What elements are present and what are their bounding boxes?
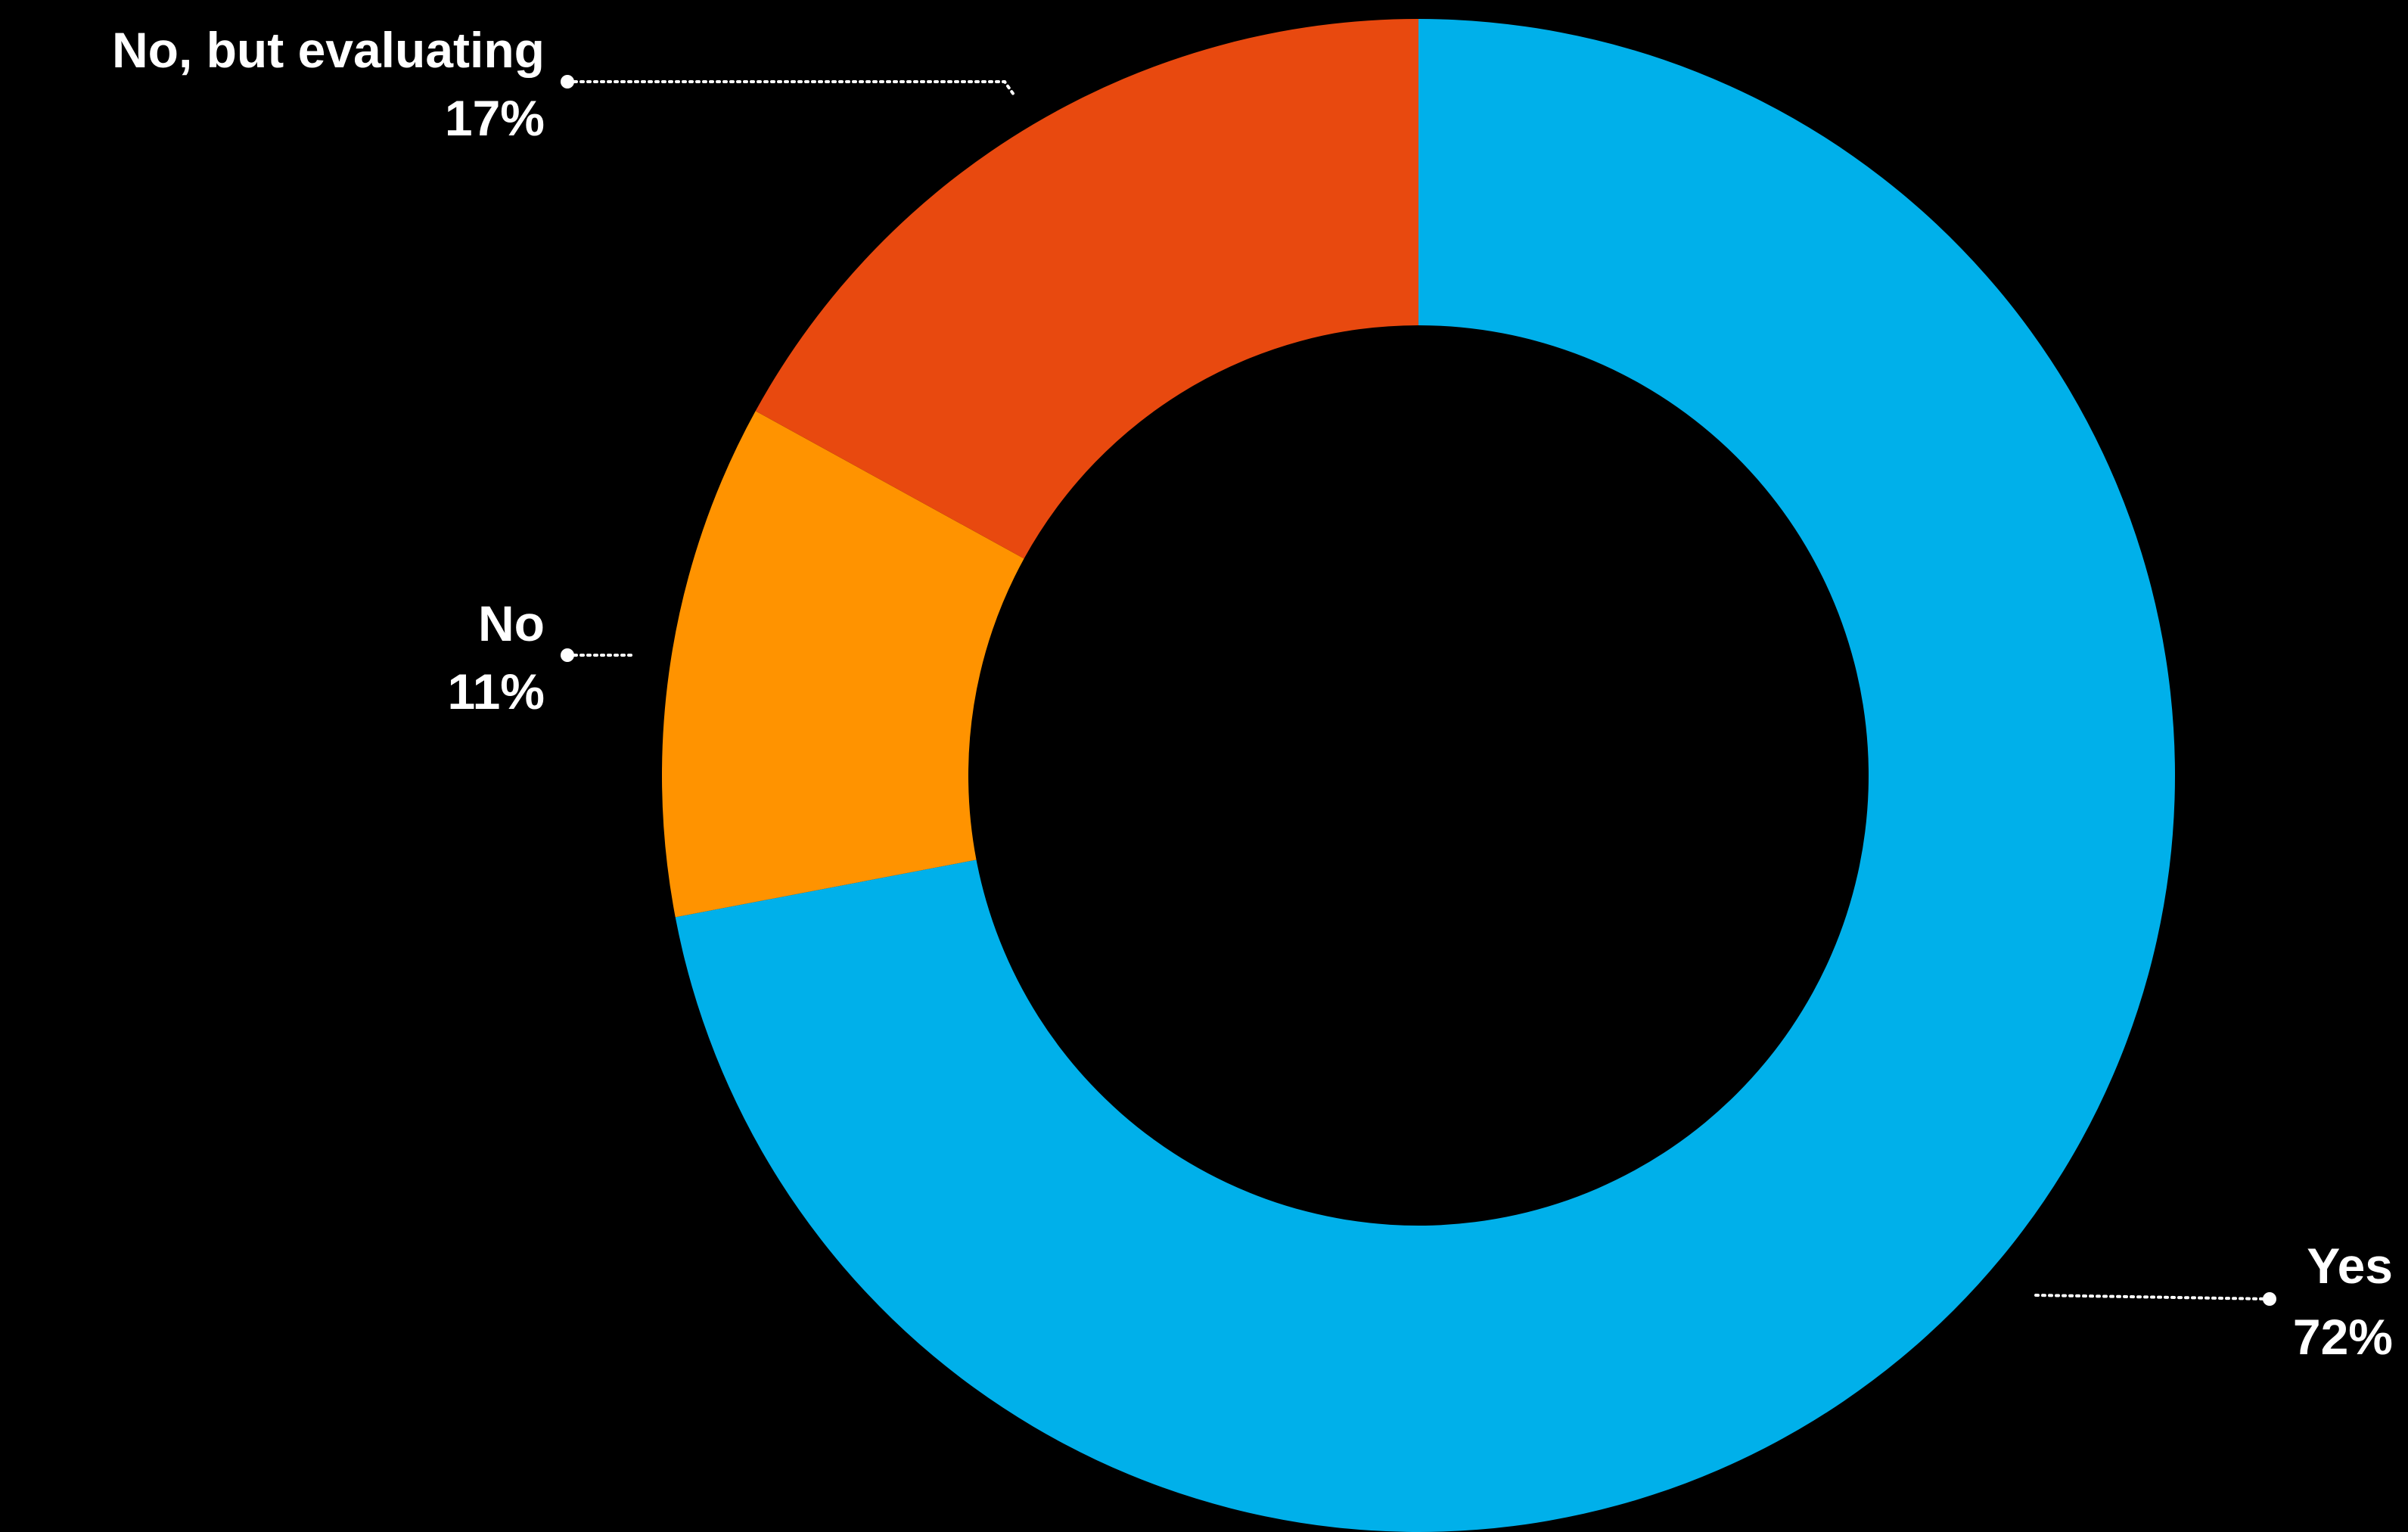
slice-value-no: 11% — [448, 663, 545, 719]
slice-no-but-evaluating — [755, 19, 1418, 559]
slice-no — [661, 411, 1024, 918]
slice-value-yes: 72% — [2293, 1309, 2393, 1365]
leaders-layer — [561, 75, 2276, 1306]
leader-line-yes — [2034, 1294, 2271, 1300]
slice-label-no-but-evaluating: No, but evaluating — [112, 22, 545, 78]
slice-yes — [675, 19, 2175, 1532]
leader-line-no-but-evaluating — [566, 80, 1015, 96]
leader-dot-yes — [2263, 1292, 2276, 1306]
labels-layer: Yes 72% No 11% No, but evaluating 17% — [112, 22, 2393, 1365]
leader-dot-no-but-evaluating — [561, 75, 574, 89]
slice-label-yes: Yes — [2307, 1238, 2393, 1294]
leader-dot-no — [561, 648, 574, 662]
slice-label-no: No — [478, 595, 545, 651]
slices-layer — [661, 19, 2175, 1532]
slice-value-no-but-evaluating: 17% — [445, 90, 545, 146]
